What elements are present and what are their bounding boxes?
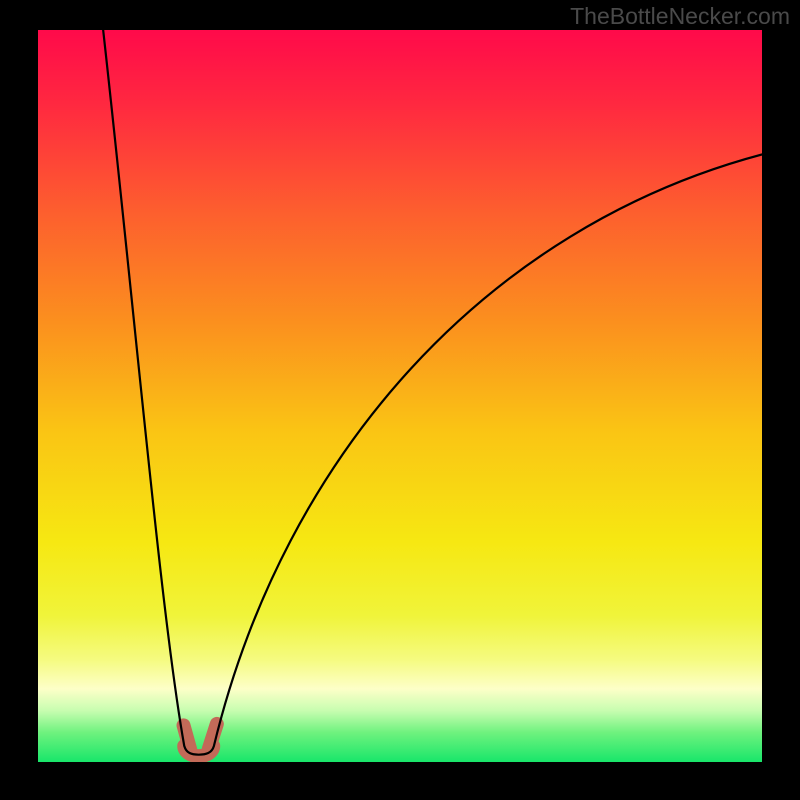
plot-area [38,30,762,762]
watermark-text: TheBottleNecker.com [570,3,790,30]
gradient-background [38,30,762,762]
chart-stage: TheBottleNecker.com [0,0,800,800]
